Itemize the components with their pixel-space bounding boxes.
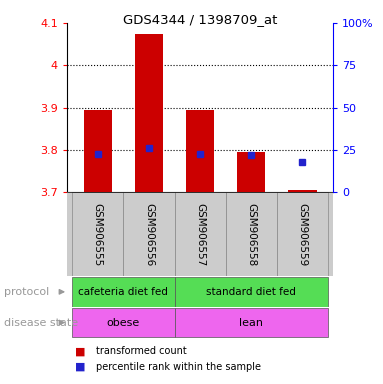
Text: transformed count: transformed count — [96, 346, 187, 356]
Bar — [135, 33, 163, 192]
Text: protocol: protocol — [4, 287, 49, 297]
Text: lean: lean — [239, 318, 263, 328]
Text: ■: ■ — [75, 362, 85, 372]
Text: GSM906559: GSM906559 — [298, 203, 308, 266]
Text: ■: ■ — [75, 346, 85, 356]
Bar — [175, 308, 328, 337]
Text: standard diet fed: standard diet fed — [206, 287, 296, 297]
Text: GDS4344 / 1398709_at: GDS4344 / 1398709_at — [123, 13, 277, 26]
Bar — [288, 190, 317, 192]
Bar — [72, 277, 175, 306]
Text: GSM906555: GSM906555 — [93, 203, 103, 266]
Bar — [72, 192, 123, 276]
Text: percentile rank within the sample: percentile rank within the sample — [96, 362, 261, 372]
Text: GSM906556: GSM906556 — [144, 203, 154, 266]
Bar — [123, 192, 175, 276]
Text: obese: obese — [107, 318, 140, 328]
Bar — [83, 109, 112, 192]
Bar — [237, 152, 265, 192]
Text: GSM906557: GSM906557 — [195, 203, 205, 266]
Bar — [72, 308, 175, 337]
Bar — [277, 192, 328, 276]
Bar — [186, 111, 214, 192]
Text: disease state: disease state — [4, 318, 78, 328]
Text: cafeteria diet fed: cafeteria diet fed — [79, 287, 168, 297]
Bar — [175, 192, 226, 276]
Bar — [226, 192, 277, 276]
Text: GSM906558: GSM906558 — [246, 203, 256, 266]
Bar — [175, 277, 328, 306]
